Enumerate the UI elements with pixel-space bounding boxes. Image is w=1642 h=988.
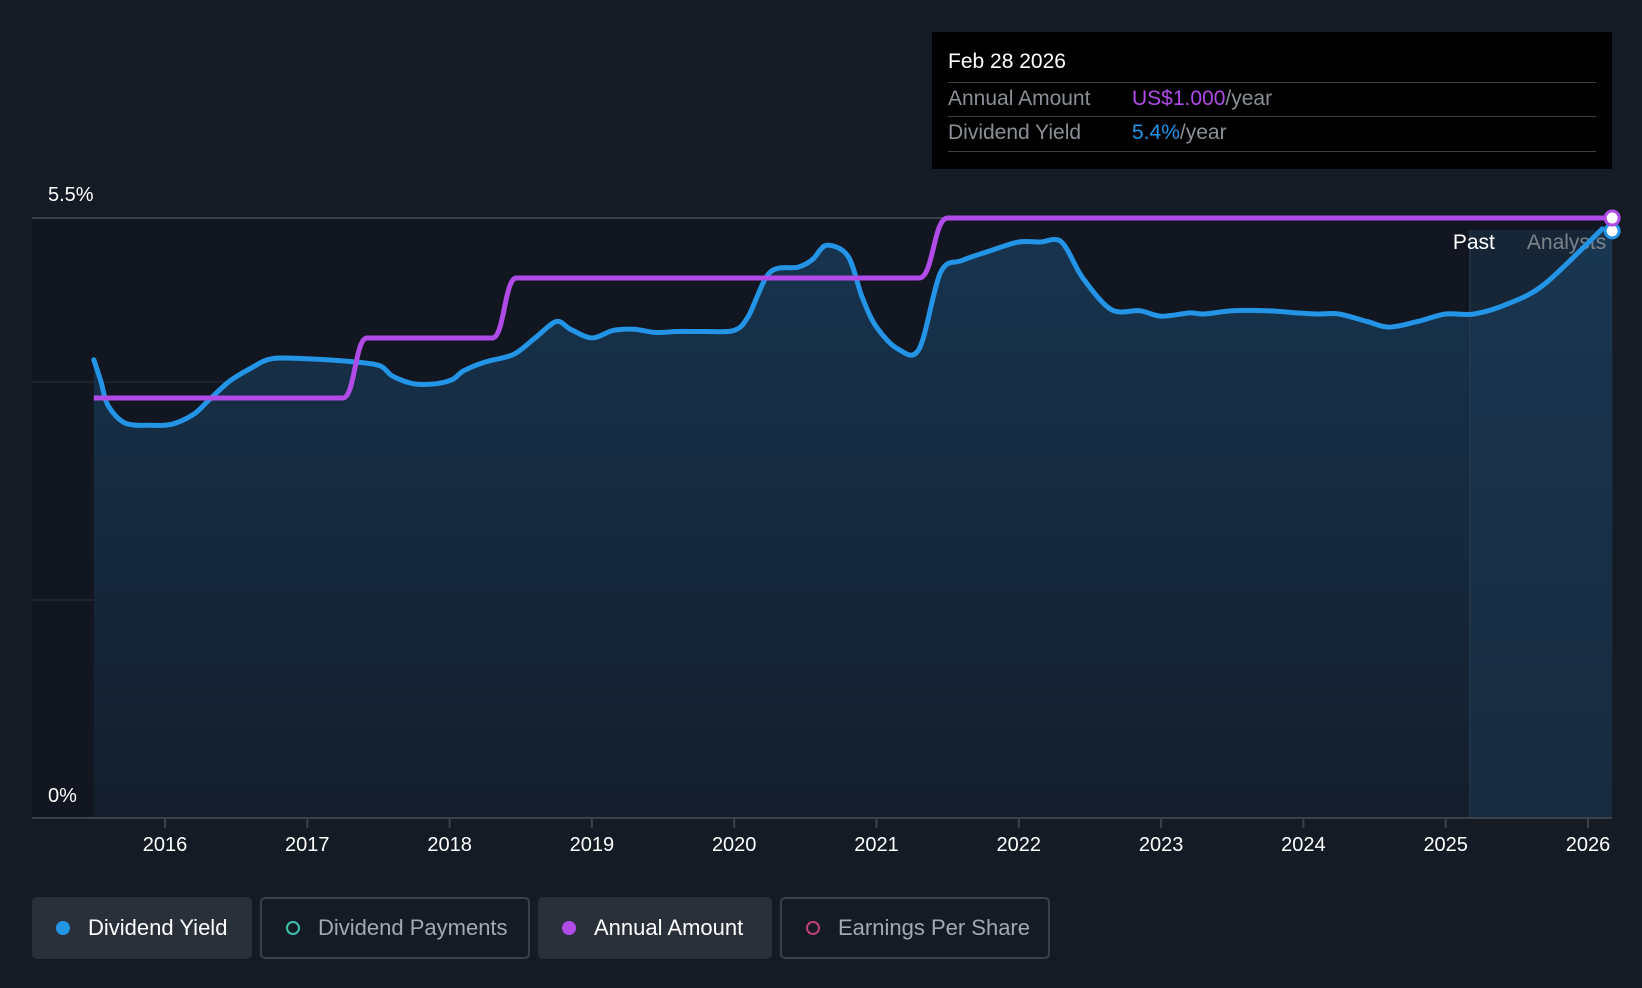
x-tick-label: 2019 [570, 834, 615, 856]
annual-amount-line [93, 215, 1613, 401]
legend-dividend-payments-dot-icon [286, 921, 300, 935]
legend-dividend-yield-label: Dividend Yield [88, 915, 228, 940]
tooltip-annual-amount-value: US$1.000 [1132, 87, 1226, 110]
x-tick-label: 2024 [1281, 834, 1326, 856]
forecast-shade [1469, 230, 1613, 818]
legend-annual-amount-label: Annual Amount [594, 915, 744, 940]
annual-amount-end-marker [1603, 209, 1621, 227]
legend-dividend-yield-dot-icon [56, 921, 70, 935]
legend-dividend-payments-button[interactable]: Dividend Payments [260, 897, 530, 959]
legend-annual-amount-dot-icon [562, 921, 576, 935]
dividend-yield-area [93, 228, 1613, 818]
legend-dividend-yield-button[interactable]: Dividend Yield [32, 897, 252, 959]
x-tick-label: 2022 [997, 834, 1042, 856]
analysts-label: Analysts [1527, 231, 1606, 254]
tooltip-row-annual-amount: Annual Amount US$1.000/year [948, 82, 1596, 117]
x-tick-label: 2026 [1566, 834, 1611, 856]
legend-earnings-per-share-button[interactable]: Earnings Per Share [780, 897, 1050, 959]
x-tick-label: 2023 [1139, 834, 1184, 856]
past-label: Past [1453, 231, 1495, 254]
tooltip-yield-value: 5.4% [1132, 121, 1180, 144]
dividend-yield-line [91, 226, 1605, 428]
tooltip-date: Feb 28 2026 [948, 50, 1066, 73]
legend-dividend-payments-label: Dividend Payments [318, 915, 508, 940]
tooltip-annual-amount-unit: /year [1225, 87, 1273, 110]
x-tick-label: 2017 [285, 834, 330, 856]
x-tick-label: 2021 [854, 834, 899, 856]
tooltip-yield-unit: /year [1179, 121, 1227, 144]
x-tick-label: 2020 [712, 834, 757, 856]
x-axis-ticks: 2016 2017 2018 2019 2020 2021 2022 2023 2024 2025… [143, 818, 1611, 856]
x-tick-label: 2016 [143, 834, 188, 856]
tooltip-annual-amount-label: Annual Amount [948, 87, 1091, 110]
legend-earnings-per-share-label: Earnings Per Share [838, 915, 1030, 940]
tooltip-yield-label: Dividend Yield [948, 121, 1082, 144]
tooltip: Feb 28 2026 Annual Amount US$1.000/year … [932, 32, 1612, 169]
legend-annual-amount-button[interactable]: Annual Amount [538, 897, 772, 959]
y-tick-label-max: 5.5% [48, 184, 94, 206]
tooltip-yield: 5.4%/year [1132, 121, 1227, 145]
x-tick-label: 2018 [427, 834, 472, 856]
y-tick-label-min: 0% [48, 785, 77, 807]
x-tick-label: 2025 [1423, 834, 1468, 856]
legend-earnings-per-share-dot-icon [806, 921, 820, 935]
tooltip-annual-amount: US$1.000/year [1132, 87, 1272, 111]
tooltip-row-dividend-yield: Dividend Yield 5.4%/year [948, 116, 1596, 152]
